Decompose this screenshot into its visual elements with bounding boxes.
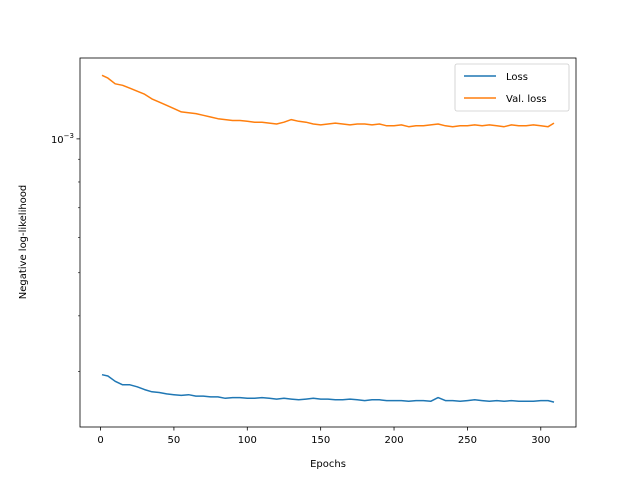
y-axis: 10−3 (51, 132, 80, 372)
x-tick-label: 300 (531, 435, 550, 446)
plot-frame (79, 57, 577, 428)
series-layer (101, 74, 555, 403)
legend-label-loss: Loss (506, 72, 528, 83)
x-tick-label: 250 (458, 435, 477, 446)
y-axis-label: Negative log-likelihood (18, 185, 29, 300)
x-tick-label: 0 (97, 435, 103, 446)
x-tick-label: 50 (168, 435, 181, 446)
x-tick-label: 150 (311, 435, 330, 446)
legend-label-val-loss: Val. loss (506, 94, 547, 105)
x-axis-label: Epochs (310, 459, 346, 470)
x-tick-label: 200 (384, 435, 403, 446)
series-line-val-loss (101, 74, 555, 128)
plot-area (80, 58, 576, 427)
x-axis: 0 50 100 150 200 250 300 (97, 427, 550, 446)
series-line-loss (101, 373, 555, 403)
y-tick-label: 10−3 (51, 132, 74, 146)
x-tick-label: 100 (238, 435, 257, 446)
legend: Loss Val. loss (454, 63, 570, 112)
